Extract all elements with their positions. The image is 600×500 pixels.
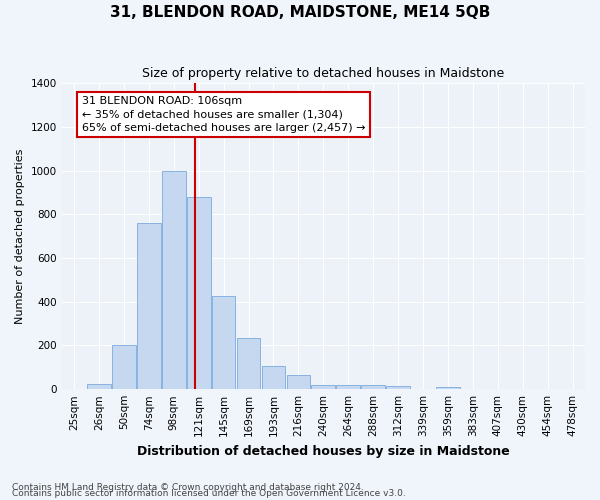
Bar [137,223,161,389]
Bar [287,375,310,389]
Bar [262,366,286,389]
Bar [112,346,136,389]
Text: Contains HM Land Registry data © Crown copyright and database right 2024.: Contains HM Land Registry data © Crown c… [12,484,364,492]
Title: Size of property relative to detached houses in Maidstone: Size of property relative to detached ho… [142,68,505,80]
Bar [87,384,111,389]
Bar [162,170,185,389]
Bar [187,197,211,389]
Text: 31, BLENDON ROAD, MAIDSTONE, ME14 5QB: 31, BLENDON ROAD, MAIDSTONE, ME14 5QB [110,5,490,20]
Bar [237,338,260,389]
Bar [361,385,385,389]
Bar [386,386,410,389]
X-axis label: Distribution of detached houses by size in Maidstone: Distribution of detached houses by size … [137,444,510,458]
Bar [436,387,460,389]
Bar [311,385,335,389]
Bar [212,296,235,389]
Text: 31 BLENDON ROAD: 106sqm
← 35% of detached houses are smaller (1,304)
65% of semi: 31 BLENDON ROAD: 106sqm ← 35% of detache… [82,96,365,132]
Text: Contains public sector information licensed under the Open Government Licence v3: Contains public sector information licen… [12,490,406,498]
Y-axis label: Number of detached properties: Number of detached properties [15,148,25,324]
Bar [337,385,360,389]
